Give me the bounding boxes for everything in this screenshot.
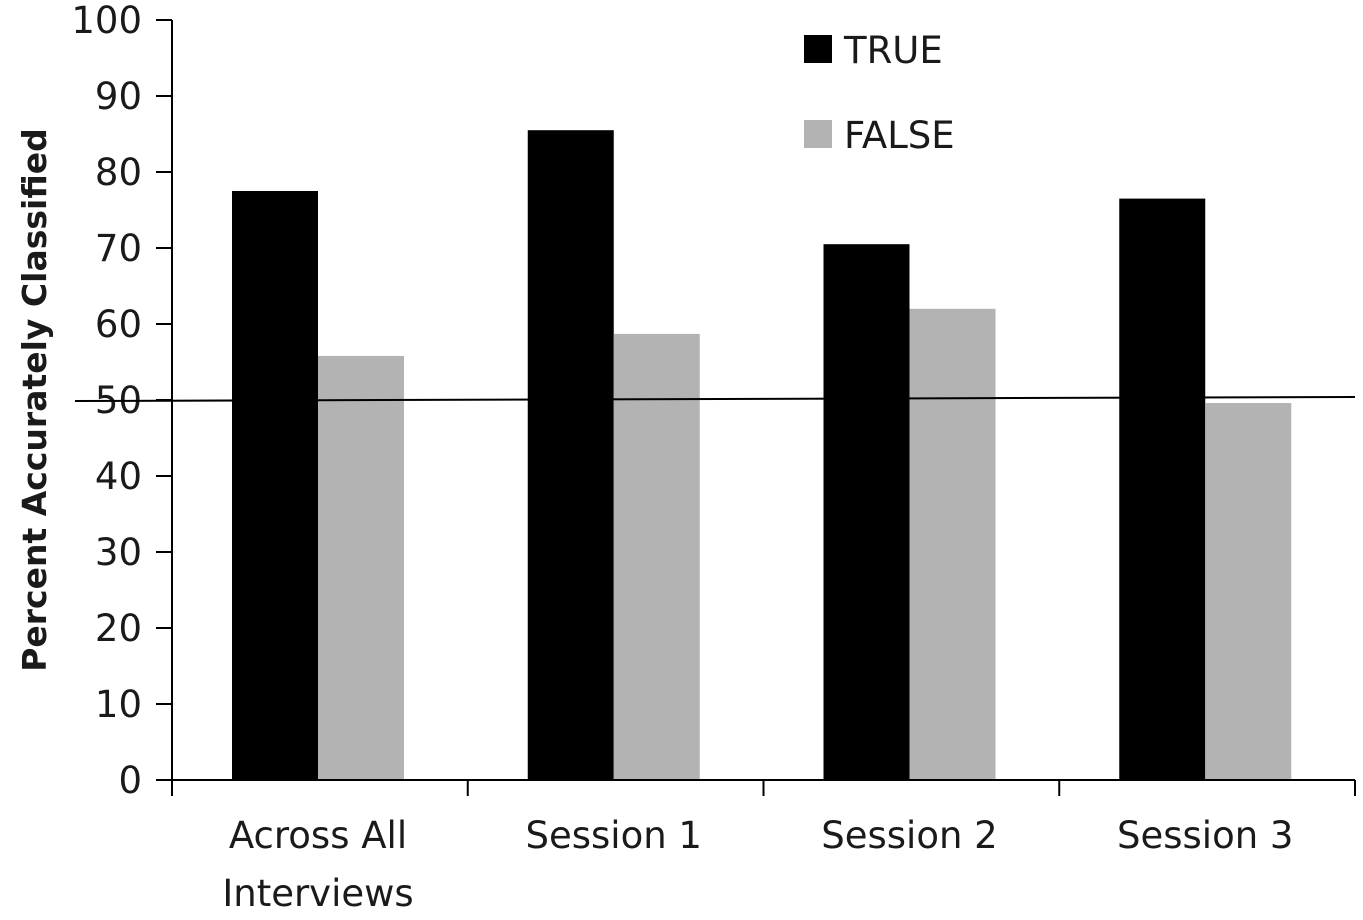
bar-true-2 [527,130,614,780]
reference-line-group [74,396,1356,402]
bar-false-4 [1205,403,1292,780]
y-tick-label: 70 [95,227,142,270]
reference-line-50 [74,396,1356,402]
y-tick-label: 60 [95,303,142,346]
y-tick-label: 100 [71,0,142,42]
y-tick-label: 20 [95,607,142,650]
category-label: Session 1 [526,814,702,857]
category-labels-group: Across All Interviews Session 1 Session 2 Se… [222,814,1293,915]
bar-true-1 [232,191,318,780]
y-axis-title: Percent Accurately Classified [15,128,54,672]
category-label: Across All Interviews [222,814,413,915]
bar-false-3 [909,308,996,780]
bar-true-4 [1119,198,1206,781]
y-tick-label: 0 [118,759,142,802]
legend-label-false: FALSE [844,114,955,157]
category-label: Session 3 [1117,814,1293,857]
y-tick-label: 90 [95,75,142,118]
y-tick-label: 30 [95,531,142,574]
legend-label-true: TRUE [843,29,943,72]
legend-swatch-false [804,120,832,148]
legend: TRUE FALSE [804,29,955,157]
y-tick-label: 40 [95,455,142,498]
y-tick-label: 80 [95,151,142,194]
y-tick-label: 10 [95,683,142,726]
bar-false-1 [318,355,404,780]
bars-group [232,130,1292,781]
category-label: Session 2 [821,814,997,857]
bar-true-3 [823,244,910,780]
legend-swatch-true [804,35,832,63]
bar-false-2 [613,333,700,780]
